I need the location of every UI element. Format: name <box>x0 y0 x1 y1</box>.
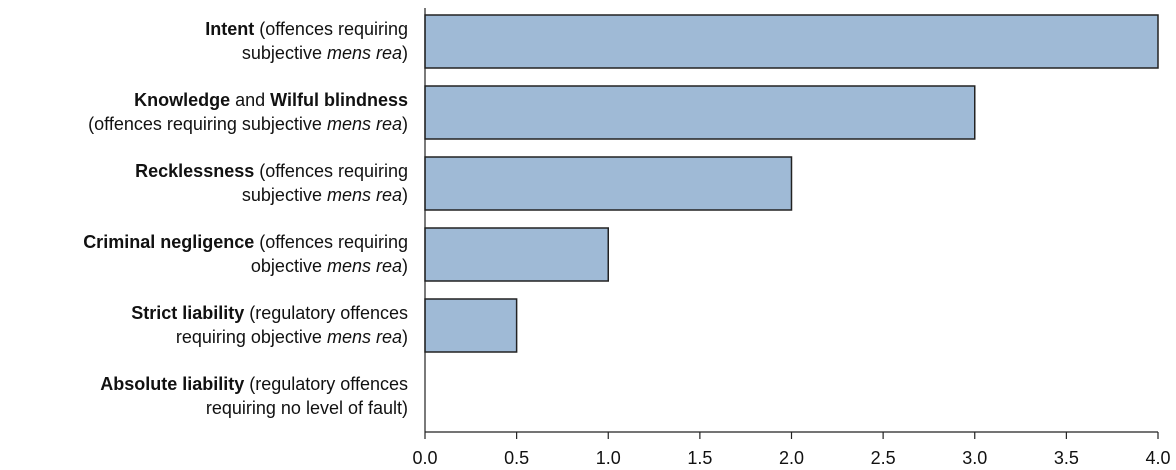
category-label-segment: (offences requiring subjective <box>88 113 327 134</box>
x-tick-label: 4.0 <box>1145 448 1170 468</box>
category-label-segment: ) <box>402 255 408 276</box>
category-label: Knowledge and Wilful blindness (offences … <box>0 88 408 136</box>
category-label-segment: mens rea <box>326 184 402 205</box>
category-label-segment: ) <box>402 42 408 63</box>
category-label-segment: mens rea <box>326 255 402 276</box>
category-label-segment: and <box>230 89 271 110</box>
bar <box>424 156 793 211</box>
category-label-segment: ) <box>402 184 408 205</box>
category-label-line: objective mens rea) <box>0 254 408 278</box>
x-tick-label: 1.5 <box>687 448 712 468</box>
category-label-line: Intent (offences requiring <box>0 17 408 41</box>
x-tick-label: 1.0 <box>596 448 621 468</box>
category-label-segment: (regulatory offences <box>244 373 408 394</box>
x-tick-label: 2.0 <box>779 448 804 468</box>
bar <box>424 85 976 140</box>
category-label-line: Criminal negligence (offences requiring <box>0 230 408 254</box>
category-label-line: (offences requiring subjective mens rea) <box>0 112 408 136</box>
category-label: Recklessness (offences requiring subjecti… <box>0 159 408 207</box>
x-tick-label: 3.5 <box>1054 448 1079 468</box>
category-label-line: subjective mens rea) <box>0 41 408 65</box>
x-tick-label: 2.5 <box>871 448 896 468</box>
category-label-segment: (offences requiring <box>254 160 408 181</box>
category-label-segment: subjective <box>241 42 327 63</box>
category-label-line: requiring no level of fault) <box>0 396 408 420</box>
x-tick-label: 0.5 <box>504 448 529 468</box>
category-label: Intent (offences requiring subjective men… <box>0 17 408 65</box>
category-label-segment: requiring objective <box>175 326 327 347</box>
category-label-segment: (regulatory offences <box>244 302 408 323</box>
category-label-segment: Criminal negligence <box>83 231 255 252</box>
category-label-line: Absolute liability (regulatory offences <box>0 372 408 396</box>
bar <box>424 227 609 282</box>
category-label-segment: mens rea <box>326 113 402 134</box>
category-label-segment: requiring no level of fault) <box>205 397 408 418</box>
category-label-segment: Strict liability <box>131 302 245 323</box>
category-label-segment: Wilful blindness <box>270 89 408 110</box>
category-label-segment: Recklessness <box>135 160 255 181</box>
category-label: Strict liability (regulatory offences req… <box>0 301 408 349</box>
category-label: Criminal negligence (offences requiring o… <box>0 230 408 278</box>
x-tick-label: 0.0 <box>412 448 437 468</box>
category-label-segment: subjective <box>241 184 327 205</box>
category-label-segment: (offences requiring <box>254 18 408 39</box>
category-label-segment: Knowledge <box>134 89 231 110</box>
category-label-segment: mens rea <box>326 326 402 347</box>
category-label-line: Knowledge and Wilful blindness <box>0 88 408 112</box>
category-label-line: Strict liability (regulatory offences <box>0 301 408 325</box>
category-label-segment: ) <box>402 113 408 134</box>
category-label-line: subjective mens rea) <box>0 183 408 207</box>
category-label-segment: Absolute liability <box>100 373 245 394</box>
category-label: Absolute liability (regulatory offences r… <box>0 372 408 420</box>
x-tick-label: 3.0 <box>962 448 987 468</box>
bar <box>424 298 518 353</box>
category-label-line: Recklessness (offences requiring <box>0 159 408 183</box>
category-label-segment: mens rea <box>326 42 402 63</box>
category-label-segment: ) <box>402 326 408 347</box>
category-label-segment: Intent <box>205 18 255 39</box>
bar <box>424 14 1159 69</box>
category-label-segment: (offences requiring <box>254 231 408 252</box>
category-label-segment: objective <box>250 255 327 276</box>
category-label-line: requiring objective mens rea) <box>0 325 408 349</box>
